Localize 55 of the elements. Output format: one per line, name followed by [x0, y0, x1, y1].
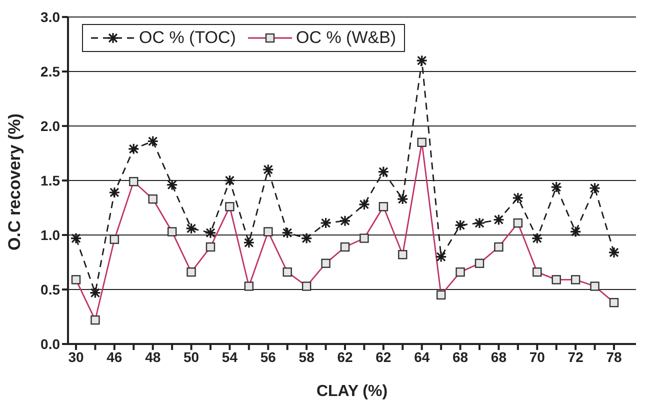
point: [550, 181, 562, 193]
point: [166, 179, 178, 191]
y-tick-label: 0.5: [40, 281, 60, 298]
point: [262, 164, 274, 176]
y-tick-label: 1.0: [40, 226, 60, 243]
point: [128, 143, 140, 155]
point: [282, 227, 294, 239]
x-tick-label: 50: [183, 348, 200, 365]
point: [570, 226, 582, 238]
point: [512, 192, 524, 204]
y-tick-label: 3.0: [40, 8, 60, 25]
x-tick-label: 78: [606, 348, 622, 365]
x-axis-title: CLAY (%): [316, 383, 388, 400]
point: [320, 217, 332, 229]
x-tick-label: 62: [337, 348, 353, 365]
point: [588, 182, 601, 194]
point: [204, 227, 216, 239]
y-axis-title: O.C recovery (%): [5, 114, 24, 250]
x-tick-label: 54: [222, 348, 238, 365]
x-tick-label: 64: [414, 348, 430, 365]
x-tick-label: 30: [68, 348, 84, 365]
point: [416, 54, 428, 66]
point: [396, 193, 408, 205]
point: [378, 166, 390, 178]
x-tick-label: 72: [568, 348, 584, 365]
x-tick-label: 62: [376, 348, 392, 365]
x-tick-label: 68: [452, 348, 468, 365]
point: [531, 232, 543, 244]
y-tick-label: 2.0: [40, 118, 60, 134]
x-tick-label: 48: [145, 348, 161, 365]
point: [70, 232, 82, 244]
point: [300, 232, 312, 244]
legend-label: OC % (TOC): [139, 28, 236, 48]
point: [608, 246, 620, 258]
y-tick-label: 2.5: [40, 63, 60, 80]
point: [492, 214, 505, 226]
point: [185, 222, 198, 234]
point: [108, 186, 120, 198]
y-tick-label: 0.0: [40, 336, 60, 352]
point: [89, 286, 102, 299]
point: [358, 198, 370, 210]
point: [339, 215, 351, 227]
x-tick-label: 46: [106, 348, 122, 365]
x-tick-label: 70: [529, 348, 546, 365]
x-tick-label: 68: [490, 348, 507, 365]
legend-label: OC % (W&B): [296, 28, 396, 48]
y-tick-label: 1.5: [40, 172, 60, 188]
point: [224, 174, 236, 186]
point: [454, 219, 466, 231]
point: [474, 217, 486, 229]
point: [435, 251, 447, 263]
x-tick-label: 56: [260, 348, 276, 365]
point: [147, 135, 159, 148]
point: [243, 236, 255, 248]
x-tick-label: 58: [298, 348, 315, 365]
